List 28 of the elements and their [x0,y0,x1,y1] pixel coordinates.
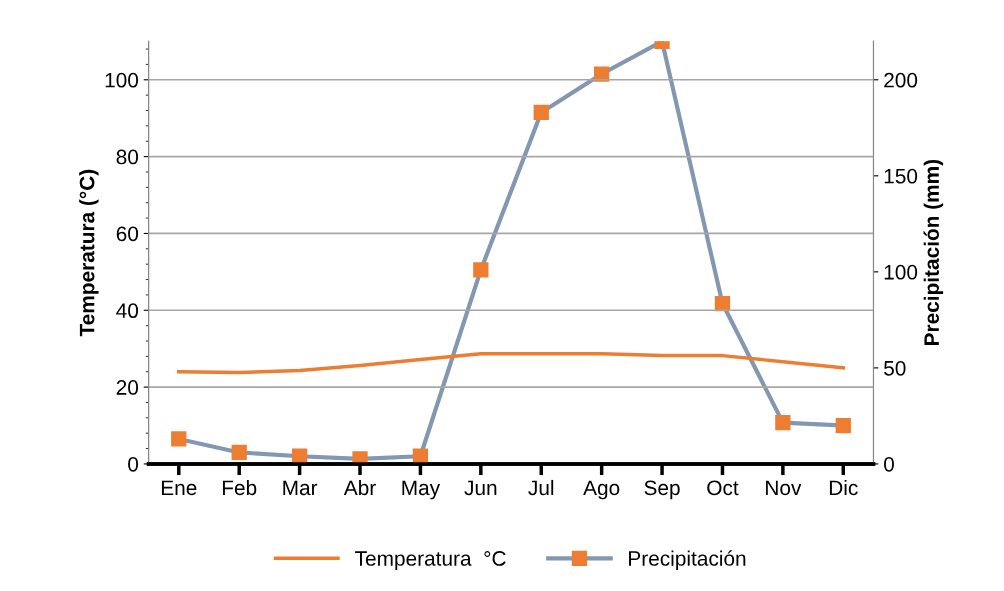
x-tick-label: Oct [707,480,739,496]
legend-label: Temperatura °C [355,551,506,570]
y2-tick-label: 150 [884,168,918,184]
x-tick-label: Ene [161,480,197,496]
y-axis-title: Temperatura (°C) [79,169,99,337]
y-tick-label: 40 [116,303,139,319]
y2-tick-label: 100 [884,264,918,280]
x-tick-label: Jul [528,479,554,496]
y2-tick-label: 200 [884,72,918,88]
y-tick-label: 60 [116,226,139,242]
x-tick-label: Sep [644,480,680,500]
x-tick-label: Dic [829,479,858,496]
x-tick-label: Feb [222,479,257,496]
y-tick-label: 0 [128,456,139,472]
y-tick-label: 100 [105,72,139,88]
x-tick-label: Ago [583,480,620,500]
y2-tick-label: 50 [884,360,906,376]
x-tick-label: Abr [343,479,376,496]
x-tick-label: May [402,480,441,500]
y-tick-label: 20 [116,380,139,395]
y2-tick-label: 0 [884,456,894,472]
x-tick-label: Nov [766,480,802,496]
x-tick-label: Mar [283,480,318,496]
y-tick-label: 80 [116,149,139,165]
legend-label: Precipitación [629,550,746,570]
line-series [177,351,846,375]
y2-axis-title: Precipitación (mm) [923,159,944,346]
x-tick-label: Jun [464,480,497,496]
